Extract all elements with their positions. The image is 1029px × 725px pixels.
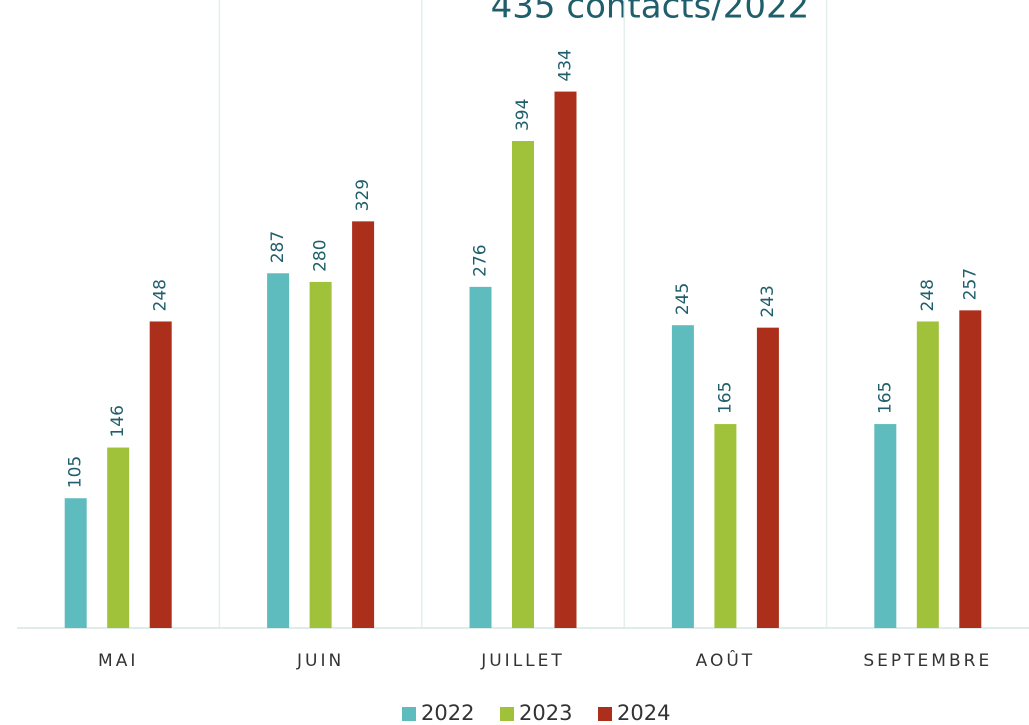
x-tick-label: MAI <box>98 651 138 671</box>
value-label: 165 <box>875 382 895 414</box>
value-label: 245 <box>673 283 693 315</box>
bar <box>874 424 897 628</box>
value-label: 329 <box>353 179 373 211</box>
value-label: 146 <box>108 405 128 437</box>
bar <box>512 141 534 629</box>
value-label: 165 <box>715 382 735 414</box>
value-label: 248 <box>151 279 171 311</box>
bar <box>671 325 694 628</box>
legend-label: 2022 <box>421 701 474 725</box>
bar <box>554 91 577 629</box>
value-label: 243 <box>758 285 778 317</box>
value-label: 434 <box>556 49 576 81</box>
x-tick-label: AOÛT <box>696 649 756 671</box>
legend-swatch <box>402 707 416 721</box>
x-tick-label: SEPTEMBRE <box>863 651 992 671</box>
value-label: 105 <box>66 456 86 488</box>
value-label: 257 <box>960 268 980 300</box>
bar <box>714 424 737 628</box>
legend-swatch <box>500 707 514 721</box>
bar <box>916 321 939 628</box>
chart-title: 435 contacts/2022 <box>491 0 810 27</box>
value-label: 248 <box>918 279 938 311</box>
x-tick-label: JUIN <box>296 651 344 671</box>
bar <box>149 321 172 628</box>
legend-label: 2024 <box>617 701 670 725</box>
bar <box>64 498 87 628</box>
x-tick-label: JUILLET <box>480 651 565 671</box>
bar <box>959 310 982 628</box>
legend-swatch <box>598 707 612 721</box>
legend-label: 2023 <box>519 701 572 725</box>
bar <box>352 221 375 628</box>
bar <box>469 286 492 628</box>
value-label: 394 <box>513 99 533 131</box>
value-label: 280 <box>311 239 331 271</box>
bar <box>756 327 779 628</box>
value-label: 287 <box>268 231 288 263</box>
bar <box>267 273 290 628</box>
bar <box>107 447 130 628</box>
bar <box>309 281 332 628</box>
value-label: 276 <box>471 244 491 276</box>
